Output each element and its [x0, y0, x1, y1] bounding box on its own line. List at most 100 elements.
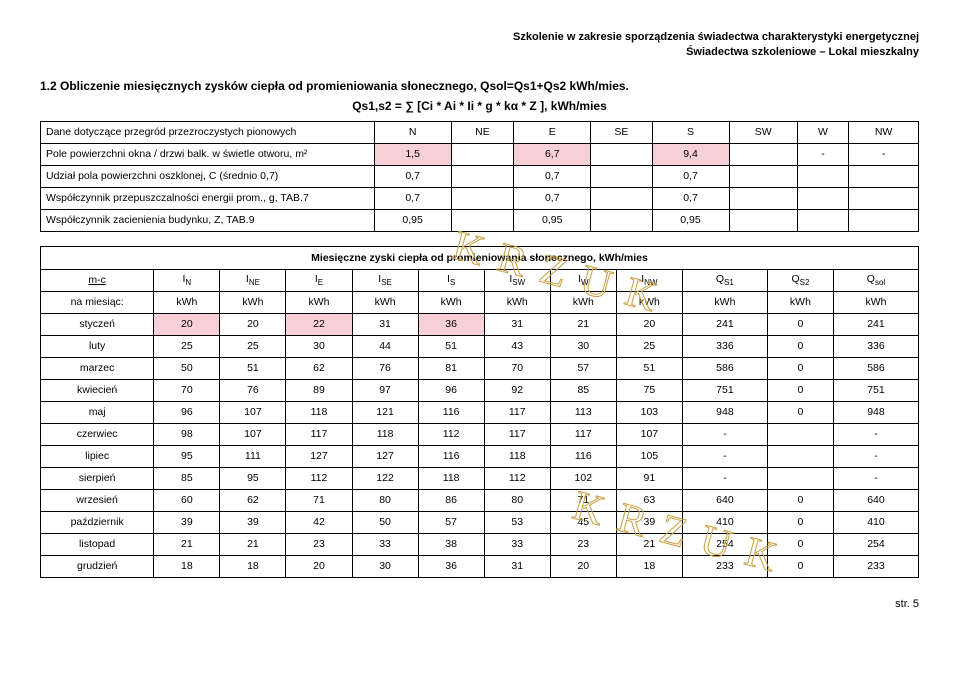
table-row: listopad21212333383323212540254	[41, 533, 919, 555]
cell	[767, 423, 833, 445]
cell	[591, 187, 652, 209]
cell: 18	[154, 555, 220, 577]
cell: 33	[352, 533, 418, 555]
cell: -	[682, 423, 767, 445]
month-cell: październik	[41, 511, 154, 533]
cell	[797, 187, 848, 209]
cell: 62	[286, 357, 352, 379]
cell: 57	[418, 511, 484, 533]
cell: 36	[418, 313, 484, 335]
month-cell: maj	[41, 401, 154, 423]
row-label: Współczynnik przepuszczalności energii p…	[41, 187, 375, 209]
cell	[451, 209, 514, 231]
cell: 39	[220, 511, 286, 533]
table-row: kwiecień70768997969285757510751	[41, 379, 919, 401]
cell: 116	[418, 401, 484, 423]
cell: 33	[484, 533, 550, 555]
table-row: Współczynnik zacienienia budynku, Z, TAB…	[41, 209, 919, 231]
month-cell: listopad	[41, 533, 154, 555]
cell: 0	[767, 533, 833, 555]
cell: 0	[767, 379, 833, 401]
month-cell: wrzesień	[41, 489, 154, 511]
cell: 20	[220, 313, 286, 335]
month-cell: lipiec	[41, 445, 154, 467]
table-row: Udział pola powierzchni oszklonej, C (śr…	[41, 165, 919, 187]
cell: 39	[616, 511, 682, 533]
cell	[591, 143, 652, 165]
table-row: Pole powierzchni okna / drzwi balk. w św…	[41, 143, 919, 165]
section-title: 1.2 Obliczenie miesięcznych zysków ciepł…	[40, 79, 919, 93]
col-header: IN	[154, 269, 220, 291]
cell: 118	[484, 445, 550, 467]
col-header: QS2	[767, 269, 833, 291]
cell: 0	[767, 511, 833, 533]
cell: 62	[220, 489, 286, 511]
col-unit: kWh	[418, 291, 484, 313]
row-label: Udział pola powierzchni oszklonej, C (śr…	[41, 165, 375, 187]
cell: 20	[550, 555, 616, 577]
dir-S: S	[652, 121, 729, 143]
cell: 107	[220, 401, 286, 423]
cell: 0	[767, 313, 833, 335]
cell: 410	[833, 511, 918, 533]
cell: 97	[352, 379, 418, 401]
cell: 117	[286, 423, 352, 445]
cell: 50	[352, 511, 418, 533]
cell: 39	[154, 511, 220, 533]
table-monthly-gains: Miesięczne zyski ciepła od promieniowani…	[40, 246, 919, 578]
cell: 241	[833, 313, 918, 335]
cell: 21	[220, 533, 286, 555]
cell: 70	[484, 357, 550, 379]
cell: 9,4	[652, 143, 729, 165]
cell: 948	[682, 401, 767, 423]
cell: 71	[550, 489, 616, 511]
cell: -	[682, 445, 767, 467]
page-footer: str. 5	[40, 598, 919, 610]
cell: 254	[833, 533, 918, 555]
cell: 20	[616, 313, 682, 335]
dir-N: N	[374, 121, 451, 143]
cell: -	[797, 143, 848, 165]
col-header: QS1	[682, 269, 767, 291]
table-partitions: Dane dotyczące przegród przezroczystych …	[40, 121, 919, 232]
cell	[729, 165, 797, 187]
cell: 44	[352, 335, 418, 357]
col-unit: kWh	[484, 291, 550, 313]
cell: 86	[418, 489, 484, 511]
cell: 0,7	[374, 187, 451, 209]
col-unit: kWh	[616, 291, 682, 313]
month-cell: czerwiec	[41, 423, 154, 445]
table2-head1: m-cININEIEISEISISWIWINWQS1QS2Qsol	[41, 269, 919, 291]
dir-E: E	[514, 121, 591, 143]
cell: 410	[682, 511, 767, 533]
table-row: Współczynnik przepuszczalności energii p…	[41, 187, 919, 209]
cell: 80	[352, 489, 418, 511]
cell: 751	[682, 379, 767, 401]
cell: 91	[616, 467, 682, 489]
cell: 0,95	[374, 209, 451, 231]
cell: 117	[484, 423, 550, 445]
table-row: marzec50516276817057515860586	[41, 357, 919, 379]
table-row: wrzesień60627180868071636400640	[41, 489, 919, 511]
cell: 43	[484, 335, 550, 357]
col-header: INE	[220, 269, 286, 291]
cell	[797, 209, 848, 231]
cell: 75	[616, 379, 682, 401]
cell: 50	[154, 357, 220, 379]
col-unit: kWh	[286, 291, 352, 313]
cell: 31	[352, 313, 418, 335]
cell: 76	[352, 357, 418, 379]
cell: 98	[154, 423, 220, 445]
col-unit: kWh	[767, 291, 833, 313]
cell: 45	[550, 511, 616, 533]
table-row: grudzień18182030363120182330233	[41, 555, 919, 577]
cell	[767, 445, 833, 467]
cell: 751	[833, 379, 918, 401]
cell: 0,7	[652, 165, 729, 187]
cell: 0	[767, 555, 833, 577]
col-unit: kWh	[352, 291, 418, 313]
cell: 0	[767, 401, 833, 423]
cell: 70	[154, 379, 220, 401]
cell: 18	[616, 555, 682, 577]
cell: 107	[220, 423, 286, 445]
